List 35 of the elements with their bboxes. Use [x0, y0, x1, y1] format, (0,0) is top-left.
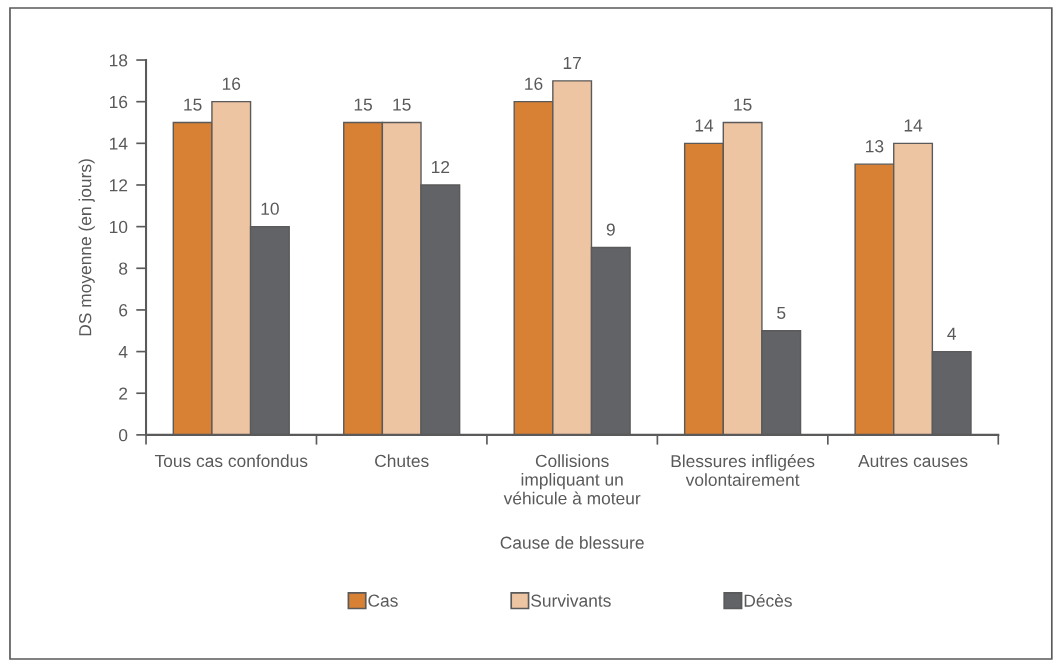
y-tick-label: 4 — [118, 345, 128, 358]
y-tick-label: 6 — [119, 304, 128, 317]
data-label: 9 — [606, 223, 615, 236]
data-label: 16 — [525, 77, 543, 90]
y-tick-label: 16 — [109, 95, 128, 109]
y-axis-title: DS moyenne (en jours) — [78, 159, 95, 336]
x-tick-label: Collisions impliquant un véhicule à moteur — [503, 454, 641, 505]
data-label: 13 — [866, 140, 884, 153]
data-label: 15 — [184, 98, 202, 111]
x-tick-label: Tous cas confondus — [154, 454, 308, 468]
y-tick-label: 12 — [109, 179, 128, 192]
x-tick-label: Blessures infligées volontairement — [671, 454, 815, 486]
x-tick-label: Chutes — [375, 454, 429, 468]
data-label: 4 — [947, 327, 957, 340]
data-label: 17 — [563, 56, 581, 69]
data-label: 14 — [904, 119, 923, 132]
data-label: 15 — [393, 98, 411, 111]
x-tick-label: Autres causes — [858, 454, 968, 468]
data-label: 15 — [734, 98, 752, 111]
legend-label: Décès — [744, 593, 792, 607]
data-label: 14 — [695, 119, 714, 132]
data-label: 12 — [432, 160, 450, 174]
y-tick-label: 14 — [109, 137, 128, 150]
y-tick-label: 2 — [119, 387, 128, 400]
data-label: 10 — [261, 202, 279, 215]
x-axis-title: Cause de blessure — [500, 536, 644, 549]
data-label: 5 — [777, 306, 786, 319]
y-tick-label: 0 — [118, 429, 128, 442]
y-tick-label: 10 — [109, 220, 128, 234]
y-tick-label: 18 — [109, 54, 128, 67]
data-label: 15 — [354, 98, 372, 111]
data-label: 16 — [222, 77, 241, 90]
legend-label: Cas — [368, 594, 398, 607]
y-tick-label: 8 — [119, 262, 128, 275]
legend-label: Survivants — [531, 594, 611, 607]
